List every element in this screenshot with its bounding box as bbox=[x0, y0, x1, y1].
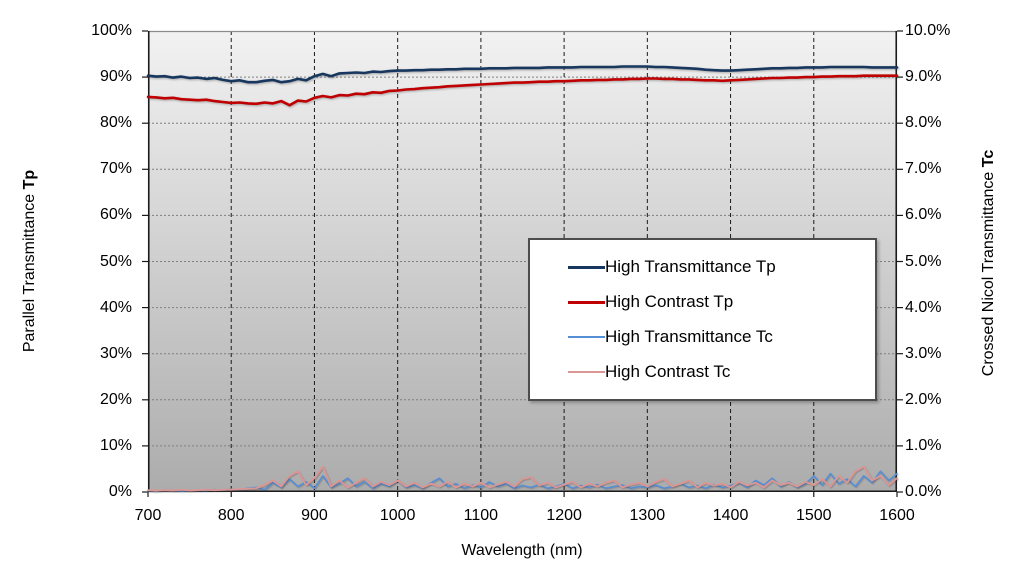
x-axis-tick-label: 1000 bbox=[379, 507, 416, 524]
left-axis-tick-label: 0% bbox=[108, 483, 132, 500]
right-axis-tick-label: 2.0% bbox=[905, 390, 942, 408]
left-axis-title-suffix: Tp bbox=[21, 169, 38, 190]
left-axis-title-text: Parallel Transmittance bbox=[21, 193, 38, 353]
series-line-0 bbox=[146, 65, 899, 84]
series-line-2 bbox=[147, 470, 898, 492]
left-axis-tick-label: 50% bbox=[99, 252, 132, 270]
right-axis-tick-label: 7.0% bbox=[905, 160, 942, 178]
x-axis-tick-label: 1300 bbox=[629, 507, 666, 524]
left-axis-tick-label: 30% bbox=[99, 344, 132, 362]
right-axis-tick-label: 10.0% bbox=[905, 22, 951, 39]
left-axis-tick-label: 100% bbox=[91, 22, 132, 39]
right-axis-tick-label: 4.0% bbox=[905, 298, 942, 316]
legend-label: High Transmittance Tp bbox=[605, 257, 776, 276]
legend-entry: High Transmittance Tp bbox=[568, 257, 875, 277]
legend-entry: High Contrast Tp bbox=[568, 292, 875, 312]
series-line-1 bbox=[146, 74, 899, 107]
right-axis-tick-label: 9.0% bbox=[905, 68, 942, 86]
x-axis-tick-label: 1400 bbox=[712, 507, 749, 524]
left-axis-tick-label: 20% bbox=[99, 390, 132, 408]
legend-line-swatch bbox=[568, 371, 605, 373]
left-axis-tick-label: 90% bbox=[99, 68, 132, 86]
left-axis-tick-label: 60% bbox=[99, 206, 132, 224]
left-axis-tick-label: 80% bbox=[99, 114, 132, 132]
x-axis-tick-label: 800 bbox=[217, 507, 245, 524]
x-axis-tick-label: 1200 bbox=[546, 507, 582, 524]
series-line-3 bbox=[147, 465, 898, 492]
left-axis-tick-label: 70% bbox=[99, 160, 132, 178]
x-axis-tick-label: 700 bbox=[134, 507, 162, 524]
right-axis-tick-label: 5.0% bbox=[905, 252, 942, 270]
left-axis-tick-label: 10% bbox=[99, 436, 132, 454]
x-axis-title: Wavelength (nm) bbox=[461, 542, 583, 559]
legend-line-swatch bbox=[568, 300, 605, 304]
x-axis-tick-label: 1600 bbox=[879, 507, 915, 524]
right-axis-tick-label: 8.0% bbox=[905, 114, 942, 132]
legend: High Transmittance Tp High Contrast Tp H… bbox=[528, 238, 877, 401]
legend-label: High Transmittance Tc bbox=[605, 327, 773, 346]
right-axis-tick-label: 3.0% bbox=[905, 344, 942, 362]
legend-line-swatch bbox=[568, 336, 605, 338]
right-axis-tick-label: 0.0% bbox=[905, 483, 942, 500]
x-axis-tick-label: 1500 bbox=[795, 507, 832, 524]
right-axis-title-suffix: Tc bbox=[980, 149, 997, 168]
legend-label: High Contrast Tc bbox=[605, 362, 731, 381]
legend-entry: High Transmittance Tc bbox=[568, 327, 875, 347]
legend-label: High Contrast Tp bbox=[605, 292, 734, 311]
x-axis-tick-label: 1100 bbox=[463, 507, 499, 524]
right-axis-tick-label: 6.0% bbox=[905, 206, 942, 224]
right-axis-tick-label: 1.0% bbox=[905, 436, 942, 454]
legend-entry: High Contrast Tc bbox=[568, 362, 875, 382]
left-axis-tick-label: 40% bbox=[99, 298, 132, 316]
legend-line-swatch bbox=[568, 265, 605, 269]
x-axis-tick-label: 900 bbox=[301, 507, 328, 524]
right-axis-title-text: Crossed Nicol Transmittance bbox=[980, 171, 997, 377]
